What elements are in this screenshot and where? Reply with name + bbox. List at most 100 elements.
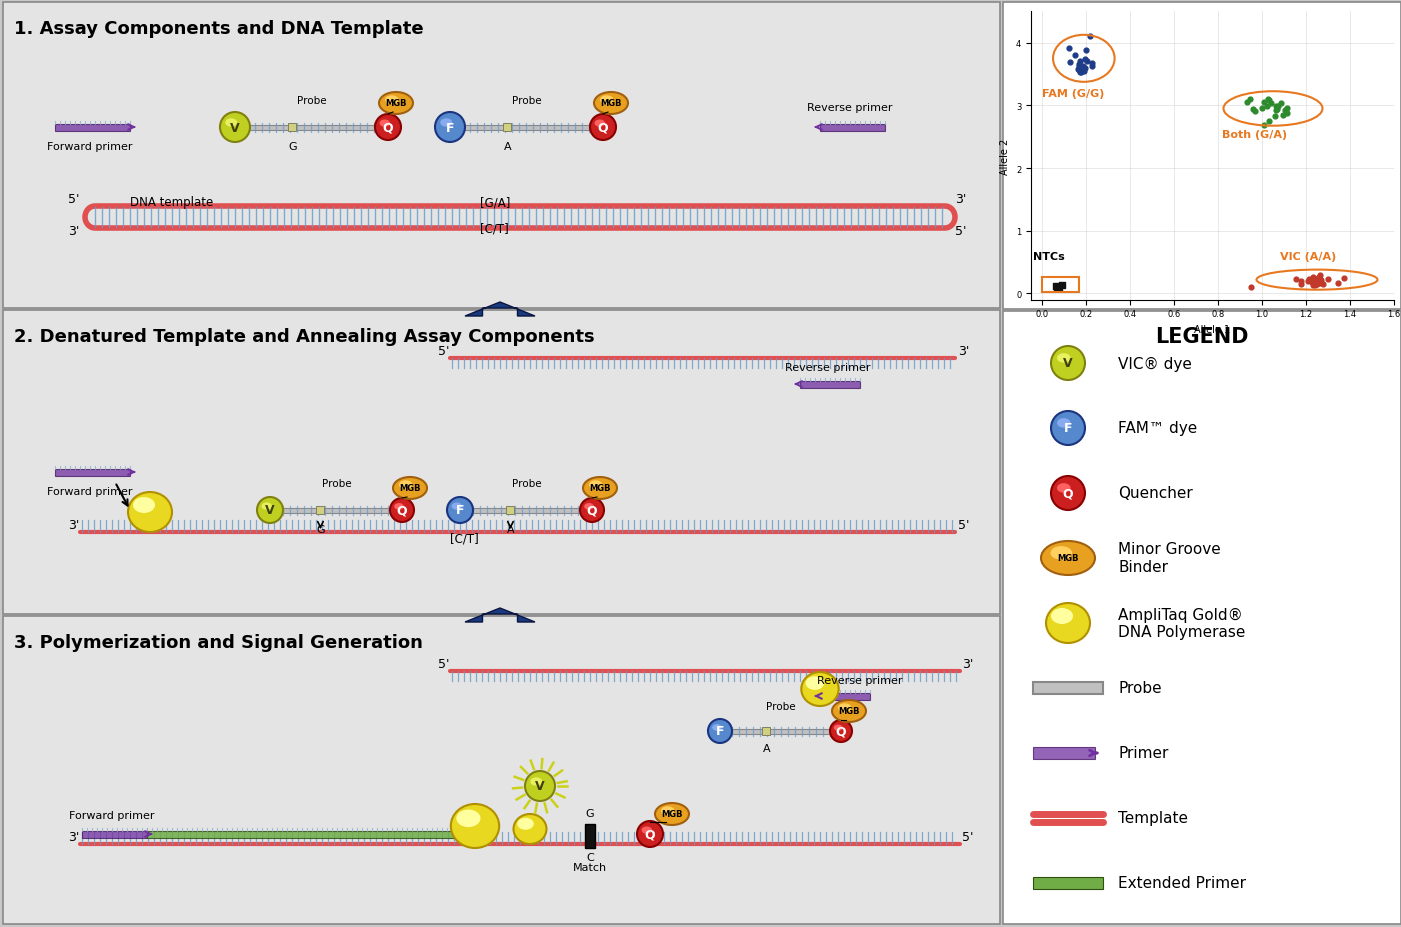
Point [1243,102,1265,117]
Bar [3,3,1000,309]
Ellipse shape [380,93,413,115]
Point [1251,101,1274,116]
Text: MGB: MGB [661,809,682,819]
Bar [317,506,325,514]
Ellipse shape [708,719,731,743]
Point [1309,269,1331,284]
Ellipse shape [530,778,542,786]
Point [1068,57,1090,72]
Text: [C/T]: [C/T] [481,222,509,235]
Point [1327,276,1349,291]
Text: Probe: Probe [1118,680,1161,696]
Text: 5': 5' [955,224,967,237]
Point [1264,103,1286,118]
Point [1304,275,1327,290]
Text: Minor Groove: Minor Groove [1118,542,1220,557]
Text: Probe: Probe [322,478,352,489]
Point [1257,92,1279,107]
Ellipse shape [1056,484,1070,493]
Text: A: A [503,142,511,152]
Text: Reverse primer: Reverse primer [807,103,892,113]
Point [1063,49,1086,64]
Point [1299,273,1321,287]
Point [1080,59,1103,74]
Text: Probe: Probe [766,701,796,711]
Text: FAM (G/G): FAM (G/G) [1042,89,1104,99]
Text: AmpliTaq Gold®: AmpliTaq Gold® [1118,607,1243,622]
Text: Probe: Probe [511,95,541,106]
Text: NTCs: NTCs [1033,252,1065,261]
Point [1302,278,1324,293]
Point [1276,106,1299,121]
Text: FAM™ dye: FAM™ dye [1118,421,1198,436]
Ellipse shape [385,96,398,105]
Y-axis label: Allele 2: Allele 2 [1000,138,1010,174]
Ellipse shape [594,121,605,128]
Ellipse shape [588,481,602,489]
Ellipse shape [1041,541,1096,576]
Point [1290,278,1313,293]
Ellipse shape [600,96,614,105]
Point [1059,55,1082,70]
Point [1069,66,1091,81]
Text: 3': 3' [958,345,969,358]
Text: 2. Denatured Template and Annealing Assay Components: 2. Denatured Template and Annealing Assa… [14,327,594,346]
Text: Primer: Primer [1118,745,1168,761]
Bar [1033,877,1103,889]
Ellipse shape [1051,547,1072,560]
Text: V: V [535,780,545,793]
Point [1304,277,1327,292]
Point [1261,96,1283,111]
Ellipse shape [584,503,594,510]
Point [1068,59,1090,74]
Point [1058,41,1080,56]
Ellipse shape [127,492,172,532]
Text: Quencher: Quencher [1118,486,1192,501]
Text: MGB: MGB [838,706,860,716]
Bar [55,124,130,132]
Text: G: G [317,525,325,535]
Ellipse shape [220,113,249,143]
Ellipse shape [1047,603,1090,643]
Bar [3,616,1000,924]
Point [1302,275,1324,290]
Ellipse shape [517,818,534,830]
Ellipse shape [399,481,412,489]
Bar [1033,682,1103,694]
Ellipse shape [447,498,474,524]
Point [1264,109,1286,124]
Ellipse shape [801,672,839,706]
Text: Q: Q [587,504,597,517]
Point [1244,105,1267,120]
Point [1258,94,1281,108]
Ellipse shape [656,803,689,825]
Point [1285,273,1307,287]
Ellipse shape [133,498,156,514]
Bar [1003,311,1401,924]
Ellipse shape [525,771,555,801]
Ellipse shape [451,804,499,848]
Text: Template: Template [1118,810,1188,826]
Point [1236,95,1258,110]
Point [1290,274,1313,289]
Text: 3': 3' [69,518,80,531]
Point [1306,276,1328,291]
Text: Q: Q [644,828,656,841]
Ellipse shape [1051,608,1073,624]
Text: MGB: MGB [385,99,406,108]
Bar [474,508,580,513]
Point [1258,114,1281,129]
Text: 5': 5' [439,657,450,670]
Text: Reverse primer: Reverse primer [817,675,902,685]
Text: F: F [716,725,724,738]
Point [1068,64,1090,79]
Text: Q: Q [1063,487,1073,500]
Bar [503,124,511,132]
Text: V: V [265,504,275,517]
Text: Extended Primer: Extended Primer [1118,876,1245,891]
Point [1272,108,1295,123]
Text: Both (G/A): Both (G/A) [1223,130,1288,140]
Bar [762,727,771,735]
Bar [1003,3,1401,310]
Text: F: F [1063,422,1072,435]
